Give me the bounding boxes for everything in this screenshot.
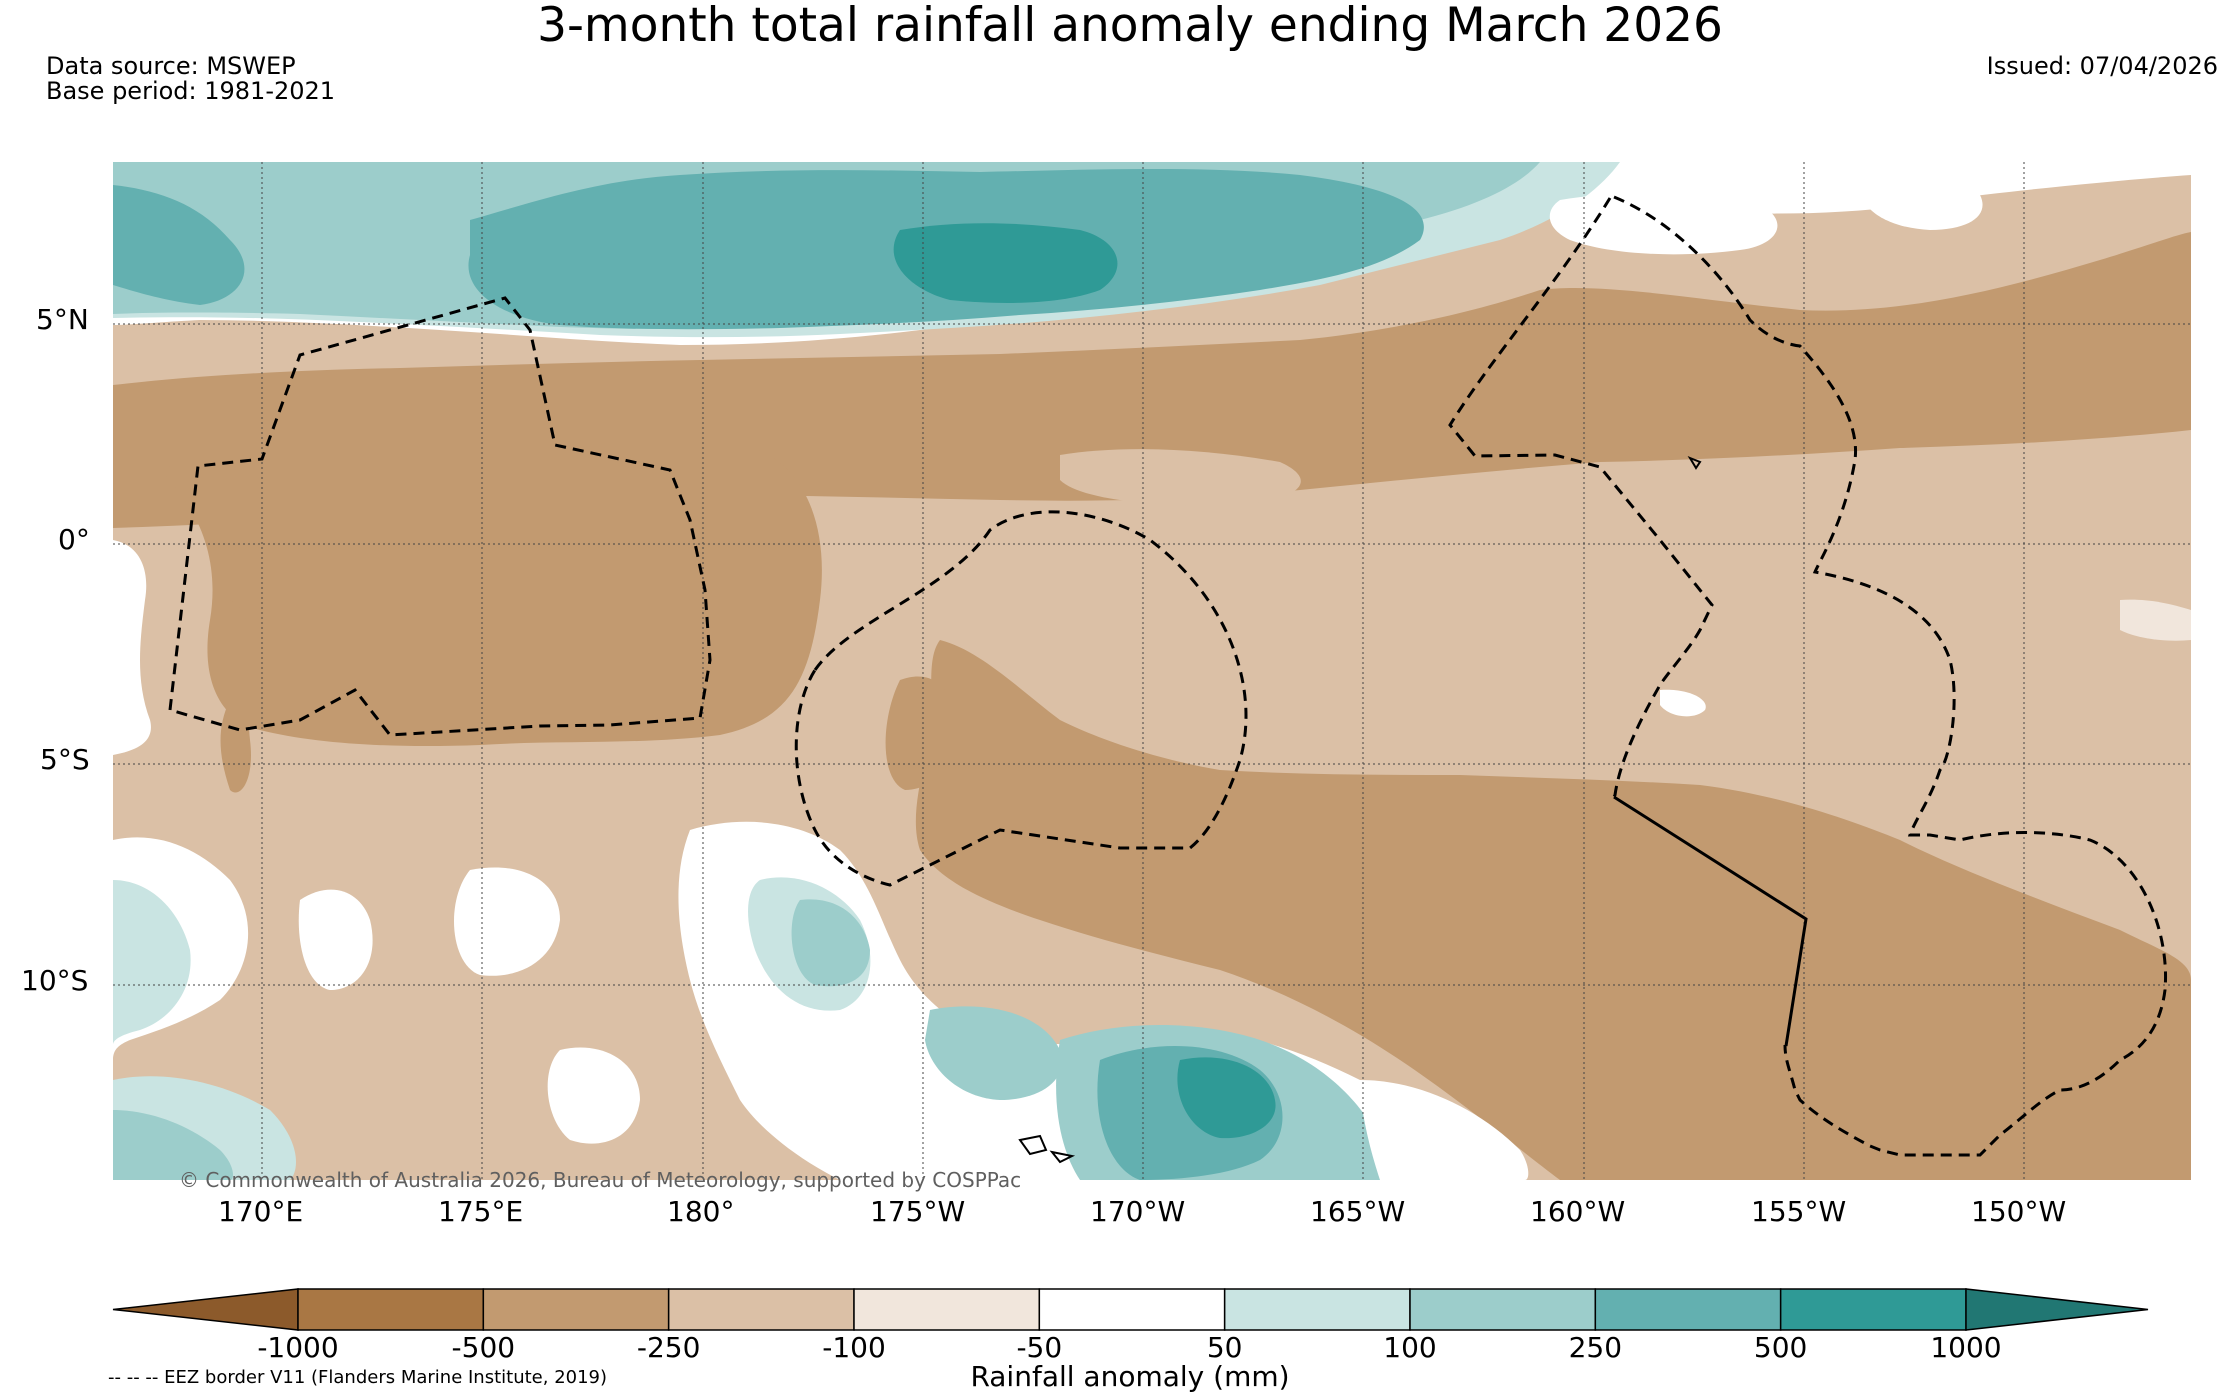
rainfall-anomaly-map xyxy=(113,162,2191,1180)
base-period-label: Base period: 1981-2021 xyxy=(46,77,336,105)
lon-label-180: 180° xyxy=(667,1195,735,1228)
graticule xyxy=(113,162,2191,1180)
lat-label-5n: 5°N xyxy=(36,303,89,336)
colorbar-tick-label: -100 xyxy=(822,1331,886,1364)
lat-label-10s: 10°S xyxy=(21,964,89,997)
lon-label-150w: 150°W xyxy=(1971,1195,2067,1228)
eez-border-solid xyxy=(1613,795,1808,1047)
colorbar-cell xyxy=(1409,1288,1597,1331)
colorbar-tick-label: 250 xyxy=(1568,1331,1623,1364)
colorbar-cell xyxy=(667,1288,855,1331)
colorbar-cell xyxy=(297,1288,485,1331)
colorbar-tick-label: -50 xyxy=(1016,1331,1063,1364)
copyright-notice: © Commonwealth of Australia 2026, Bureau… xyxy=(179,1168,1022,1192)
eez-borders xyxy=(168,195,2168,1157)
colorbar-cell xyxy=(853,1288,1041,1331)
data-source-label: Data source: MSWEP xyxy=(46,52,296,80)
colorbar-cell xyxy=(482,1288,670,1331)
colorbar-tick-label: -250 xyxy=(636,1331,701,1364)
colorbar-extend-high xyxy=(1965,1288,2149,1331)
colorbar-tick-label: 500 xyxy=(1753,1331,1808,1364)
lon-label-170e: 170°E xyxy=(218,1195,304,1228)
colorbar-cell xyxy=(1779,1288,1967,1331)
colorbar xyxy=(112,1288,2149,1331)
lon-label-175e: 175°E xyxy=(438,1195,524,1228)
lon-label-175w: 175°W xyxy=(870,1195,966,1228)
colorbar-extend-low xyxy=(112,1288,299,1331)
islands xyxy=(1018,455,1702,1164)
lat-label-5s: 5°S xyxy=(40,743,90,776)
lat-label-0: 0° xyxy=(58,523,90,556)
colorbar-cell xyxy=(1038,1288,1226,1331)
colorbar-tick-label: 1000 xyxy=(1930,1331,2002,1364)
lon-label-165w: 165°W xyxy=(1310,1195,1406,1228)
map-title: 3-month total rainfall anomaly ending Ma… xyxy=(537,0,1723,53)
lon-label-170w: 170°W xyxy=(1090,1195,1186,1228)
lon-label-160w: 160°W xyxy=(1530,1195,1626,1228)
colorbar-tick-label: -500 xyxy=(451,1331,516,1364)
colorbar-tick-label: 50 xyxy=(1206,1331,1243,1364)
lon-label-155w: 155°W xyxy=(1751,1195,1847,1228)
issued-date: Issued: 07/04/2026 xyxy=(1986,52,2218,80)
eez-legend-note: -- -- -- EEZ border V11 (Flanders Marine… xyxy=(108,1367,608,1388)
colorbar-cell xyxy=(1594,1288,1782,1331)
colorbar-tick-label: -1000 xyxy=(257,1331,339,1364)
colorbar-tick-label: 100 xyxy=(1383,1331,1437,1364)
colorbar-cell xyxy=(1223,1288,1411,1331)
